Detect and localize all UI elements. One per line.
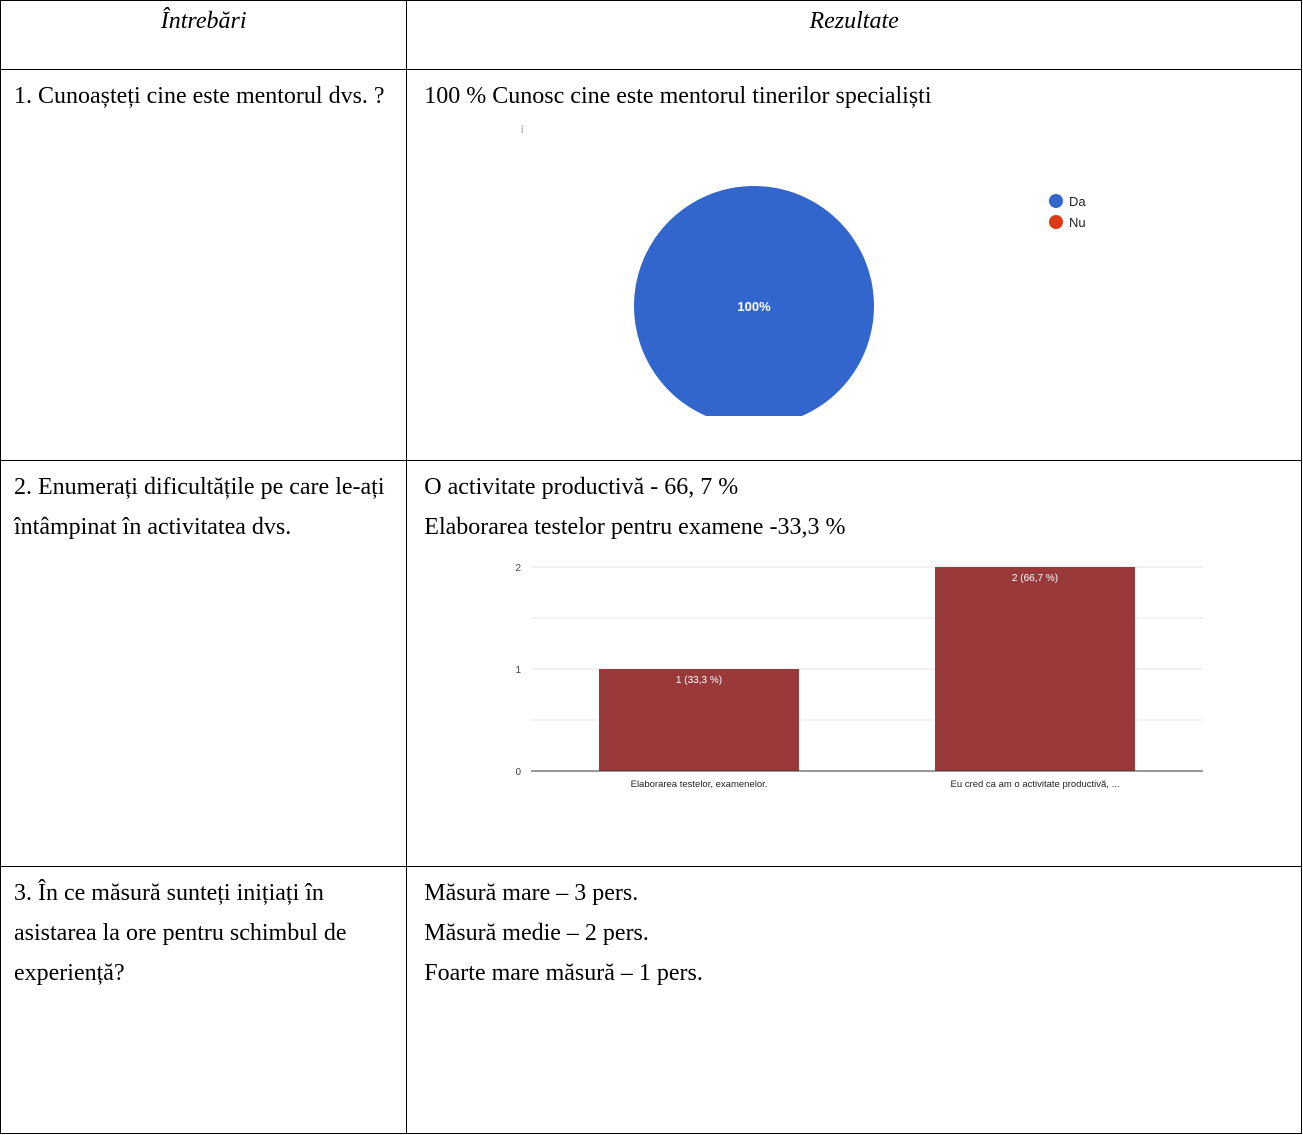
header-questions: Întrebări [0, 0, 408, 70]
question-cell: 1. Cunoașteți cine este mentorul dvs. ? [0, 69, 408, 461]
y-tick-label: 1 [516, 665, 522, 676]
question-cell: 2. Enumerați dificultățile pe care le-aț… [0, 460, 408, 867]
result-cell: O activitate productivă - 66, 7 % Elabor… [406, 460, 1302, 867]
legend-label: Nu [1069, 215, 1086, 230]
result-line: Foarte mare măsură – 1 pers. [424, 960, 703, 986]
bar-data-label: 2 (66,7 %) [1012, 573, 1058, 584]
legend-swatch-nu [1049, 215, 1064, 229]
result-line: Măsură medie – 2 pers. [424, 920, 649, 946]
legend-swatch-da [1049, 194, 1064, 208]
result-cell: Măsură mare – 3 pers. Măsură medie – 2 p… [406, 866, 1302, 1134]
result-cell: 100 % Cunosc cine este mentorul tinerilo… [406, 69, 1302, 461]
bar-chart-container: 0 1 2 1 (33,3 %) Elaborarea testelor, examen… [407, 547, 1301, 807]
legend-label: Da [1069, 194, 1086, 209]
pie-chart-container: i 100% Da Nu [407, 116, 1301, 426]
question-cell: 3. În ce măsură sunteți inițiați în asis… [0, 866, 408, 1134]
header-results: Rezultate [406, 0, 1302, 70]
pie-slice-da [634, 186, 875, 426]
result-line: Măsură mare – 3 pers. [424, 880, 639, 906]
bar [599, 669, 800, 771]
pie-slice-label: 100% [738, 299, 772, 314]
question-text: 1. Cunoașteți cine este mentorul dvs. ? [14, 83, 385, 109]
table-row: 3. În ce măsură sunteți inițiați în asis… [0, 866, 1302, 1134]
bar-data-label: 1 (33,3 %) [676, 675, 722, 686]
result-line: 100 % Cunosc cine este mentorul tinerilo… [424, 83, 932, 109]
pie-chart: i 100% Da Nu [521, 124, 1087, 426]
chart-marker: i [521, 124, 523, 136]
table-header-row: Întrebări Rezultate [0, 0, 1302, 70]
x-tick-label: Elaborarea testelor, examenelor. [631, 779, 768, 790]
result-line: O activitate productivă - 66, 7 % [424, 474, 739, 500]
table-row: 1. Cunoașteți cine este mentorul dvs. ? … [0, 69, 1302, 461]
question-text: 3. În ce măsură sunteți inițiați în asis… [14, 880, 347, 986]
bar-chart: 0 1 2 1 (33,3 %) Elaborarea testelor, examen… [516, 563, 1204, 790]
question-text: 2. Enumerați dificultățile pe care le-aț… [14, 474, 385, 540]
result-line: Elaborarea testelor pentru examene -33,3… [424, 514, 846, 540]
bar [935, 567, 1136, 771]
y-tick-label: 0 [516, 767, 522, 778]
table-row: 2. Enumerați dificultățile pe care le-aț… [0, 460, 1302, 867]
y-tick-label: 2 [516, 563, 522, 574]
x-tick-label: Eu cred ca am o activitate productivă, .… [951, 779, 1120, 790]
